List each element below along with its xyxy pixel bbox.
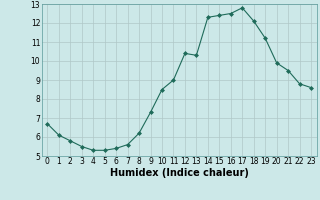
X-axis label: Humidex (Indice chaleur): Humidex (Indice chaleur) — [110, 168, 249, 178]
